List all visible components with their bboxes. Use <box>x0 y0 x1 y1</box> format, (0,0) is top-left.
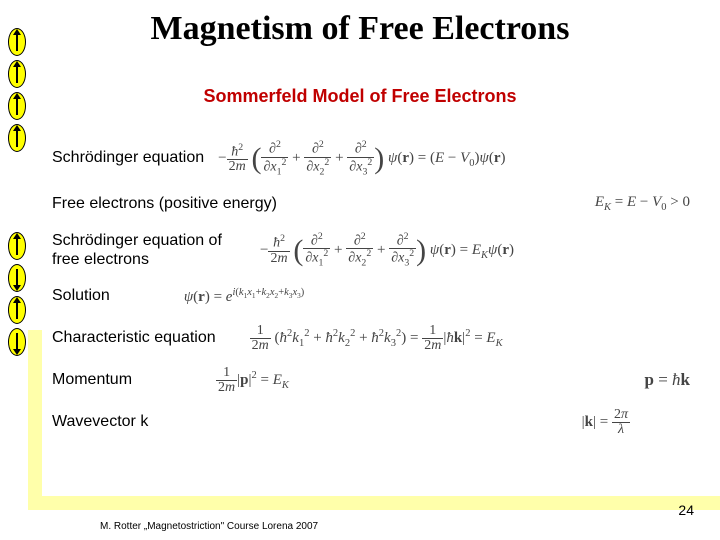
eq-schrodinger-free: −ħ22m (∂2∂x12 + ∂2∂x22 + ∂2∂x32) ψ(r) = … <box>260 232 514 269</box>
content-area: Schrödinger equation −ħ22m (∂2∂x12 + ∂2∂… <box>52 140 690 449</box>
spin-arrows-column <box>8 28 36 356</box>
eq-wavevector: |k| = 2πλ <box>582 408 630 437</box>
row-solution: Solution ψ(r) = ei(k1x1+k2x2+k3x3) <box>52 281 690 311</box>
accent-bar-vertical <box>28 330 42 510</box>
eq-momentum-left: 12m|p|2 = EK <box>216 366 289 395</box>
label-solution: Solution <box>52 287 124 305</box>
footer-text: M. Rotter „Magnetostriction" Course Lore… <box>100 521 318 532</box>
spin-up-icon <box>8 296 26 324</box>
spin-up-icon <box>8 124 26 152</box>
label-wavevector: Wavevector k <box>52 413 162 431</box>
label-free-electrons: Free electrons (positive energy) <box>52 195 291 213</box>
eq-characteristic: 12m (ħ2k12 + ħ2k22 + ħ2k32) = 12m|ħk|2 =… <box>250 324 503 353</box>
label-characteristic: Characteristic equation <box>52 329 230 347</box>
row-wavevector: Wavevector k |k| = 2πλ <box>52 407 690 437</box>
row-schrodinger-free: Schrödinger equation of free electrons −… <box>52 231 690 269</box>
eq-momentum-right: p = ħk <box>644 370 690 390</box>
eq-energy: EK = E − V0 > 0 <box>595 194 690 213</box>
page-title: Magnetism of Free Electrons <box>0 10 720 48</box>
accent-bar-horizontal <box>28 496 720 510</box>
slide: Magnetism of Free Electrons Sommerfeld M… <box>0 0 720 540</box>
row-free-electrons: Free electrons (positive energy) EK = E … <box>52 189 690 219</box>
page-subtitle: Sommerfeld Model of Free Electrons <box>0 86 720 107</box>
row-momentum: Momentum 12m|p|2 = EK p = ħk <box>52 365 690 395</box>
row-characteristic: Characteristic equation 12m (ħ2k12 + ħ2k… <box>52 323 690 353</box>
label-schrodinger: Schrödinger equation <box>52 149 218 167</box>
label-momentum: Momentum <box>52 371 146 389</box>
spin-up-icon <box>8 232 26 260</box>
eq-solution: ψ(r) = ei(k1x1+k2x2+k3x3) <box>184 287 304 306</box>
label-schrodinger-free: Schrödinger equation of free electrons <box>52 231 260 269</box>
page-number: 24 <box>678 502 694 518</box>
spin-up-icon <box>8 60 26 88</box>
row-schrodinger: Schrödinger equation −ħ22m (∂2∂x12 + ∂2∂… <box>52 140 690 177</box>
spin-down-icon <box>8 264 26 292</box>
eq-schrodinger: −ħ22m (∂2∂x12 + ∂2∂x22 + ∂2∂x32) ψ(r) = … <box>218 140 505 177</box>
spin-down-icon <box>8 328 26 356</box>
